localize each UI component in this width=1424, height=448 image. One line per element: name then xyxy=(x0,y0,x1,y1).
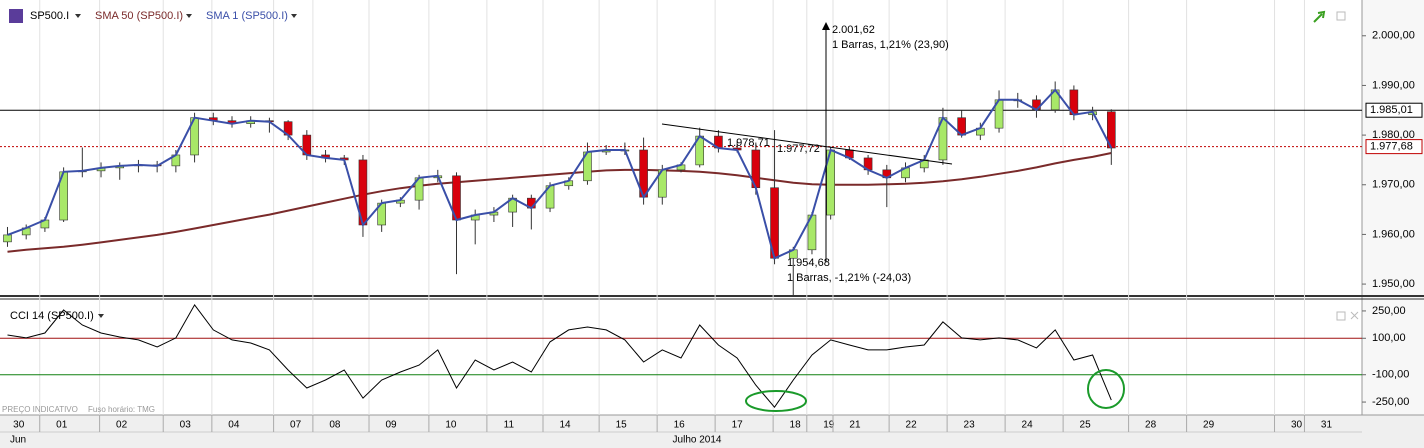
x-tick-label: 04 xyxy=(228,420,240,431)
month-label: Julho 2014 xyxy=(673,435,722,446)
y-tick-label: 1.980,00 xyxy=(1372,129,1415,141)
annotation: 1 Barras, 1,21% (23,90) xyxy=(832,39,949,51)
legend-entry[interactable]: CCI 14 (SP500.I) xyxy=(10,310,94,322)
price-label: 1.977,68 xyxy=(1370,141,1413,153)
symbol-name[interactable]: SP500.I xyxy=(30,10,69,22)
candle-body xyxy=(3,234,12,243)
price-label-box xyxy=(1365,139,1423,155)
series-line xyxy=(7,88,1113,260)
x-tick-label: 21 xyxy=(849,420,861,431)
x-tick-label: 18 xyxy=(790,420,802,431)
grid: 1.950,00 1.960,00 1.970,00 1.980,00 1.990,00… xyxy=(13,0,1415,432)
legend-entry[interactable]: SMA 1 (SP500.I) xyxy=(206,10,288,22)
x-tick-label: 11 xyxy=(504,420,515,431)
dropdown-arrow[interactable] xyxy=(98,314,104,318)
highlight-ellipse xyxy=(745,390,807,412)
x-tick-label: 15 xyxy=(616,420,628,431)
x-tick-label: 24 xyxy=(1022,420,1034,431)
trend-line xyxy=(661,123,953,165)
y-tick-label: 1.950,00 xyxy=(1372,278,1415,290)
y-tick-label: 100,00 xyxy=(1372,332,1406,344)
series-line xyxy=(7,303,1112,409)
x-tick-label: 14 xyxy=(559,420,571,431)
x-tick-label: 10 xyxy=(445,420,457,431)
x-tick-label: 01 xyxy=(56,420,68,431)
x-tick-label: 22 xyxy=(906,420,918,431)
series-line xyxy=(7,152,1112,253)
x-tick-label: 19 xyxy=(823,420,835,431)
annotation: 1.954,68 xyxy=(787,257,830,269)
x-tick-label: 29 xyxy=(1203,420,1215,431)
annotation: 1.978,71 xyxy=(727,137,770,149)
icon[interactable] xyxy=(1313,10,1326,23)
x-tick-label: 28 xyxy=(1145,420,1157,431)
x-tick-label: 17 xyxy=(732,420,744,431)
y-tick-label: 1.970,00 xyxy=(1372,179,1415,191)
legend-entry[interactable]: SMA 50 (SP500.I) xyxy=(95,10,183,22)
right-axis-bg xyxy=(1362,0,1424,448)
x-tick-label: 23 xyxy=(964,420,976,431)
y-tick-label: 1.960,00 xyxy=(1372,228,1415,240)
x-tick-label: 03 xyxy=(180,420,192,431)
x-tick-label: 07 xyxy=(290,420,302,431)
icon[interactable] xyxy=(1350,311,1359,320)
symbol-icon xyxy=(9,9,23,23)
footnote: PREÇO INDICATIVO xyxy=(2,405,78,414)
price-label: 1.985,01 xyxy=(1370,104,1413,116)
x-tick-label: 09 xyxy=(385,420,397,431)
x-tick-label: 02 xyxy=(116,420,128,431)
highlight-ellipse xyxy=(1087,369,1125,409)
dropdown-arrow[interactable] xyxy=(75,14,81,18)
arrow-head xyxy=(822,22,830,30)
dropdown-arrow[interactable] xyxy=(186,14,192,18)
x-tick-label: 30 xyxy=(13,420,25,431)
month-label: Jun xyxy=(10,435,26,446)
footnote: Fuso horário: TMG xyxy=(88,405,155,414)
annotation: 1 Barras, -1,21% (-24,03) xyxy=(787,272,911,284)
y-tick-label: -250,00 xyxy=(1372,396,1409,408)
icon[interactable] xyxy=(1336,311,1346,321)
x-tick-label: 08 xyxy=(329,420,341,431)
price-label-box xyxy=(1365,102,1423,118)
y-tick-label: 1.990,00 xyxy=(1372,79,1415,91)
x-tick-label: 30 xyxy=(1291,420,1303,431)
icon[interactable] xyxy=(1336,11,1346,21)
y-tick-label: 250,00 xyxy=(1372,305,1406,317)
y-tick-label: -100,00 xyxy=(1372,369,1409,381)
marks: 1.985,01 1.977,68 xyxy=(0,81,1423,409)
y-tick-label: 2.000,00 xyxy=(1372,30,1415,42)
annotation: 1.977,72 xyxy=(777,143,820,155)
x-tick-label: 25 xyxy=(1080,420,1092,431)
x-tick-label: 16 xyxy=(674,420,686,431)
candle-body xyxy=(1107,111,1116,149)
x-tick-label: 31 xyxy=(1321,420,1333,431)
dropdown-arrow[interactable] xyxy=(291,14,297,18)
annotation: 2.001,62 xyxy=(832,24,875,36)
